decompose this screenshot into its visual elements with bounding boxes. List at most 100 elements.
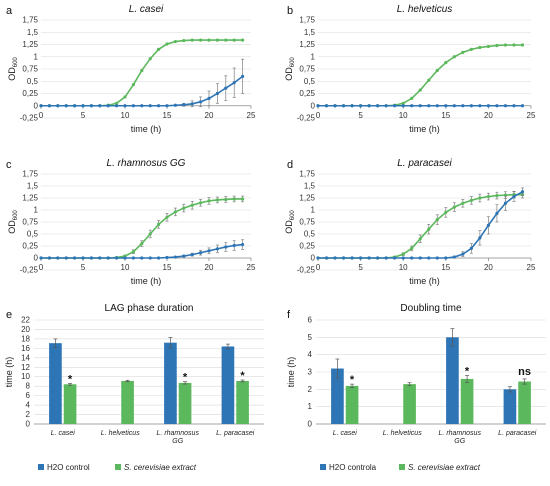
- bar-h2o: [221, 346, 235, 424]
- data-point: [393, 256, 397, 260]
- series-line-h2o: [318, 191, 523, 259]
- category-label: GG: [454, 438, 465, 445]
- y-axis-label-main: OD: [7, 67, 17, 81]
- data-point: [207, 249, 211, 253]
- bar-extract: [460, 378, 474, 424]
- y-tick-label: 0: [34, 101, 39, 110]
- x-tick-label: 25: [247, 263, 256, 272]
- y-axis-label-main: OD: [284, 220, 294, 234]
- data-point: [478, 45, 482, 50]
- series-line-extract: [318, 44, 523, 107]
- legend-label: H2O control: [47, 463, 90, 472]
- data-point: [89, 256, 93, 260]
- x-tick-label: 15: [441, 111, 450, 120]
- y-axis-label: OD600: [284, 57, 296, 81]
- y-tick-label: 2: [26, 410, 31, 419]
- data-point: [81, 256, 85, 260]
- data-point: [157, 47, 161, 52]
- data-point: [215, 38, 219, 42]
- data-point: [418, 237, 422, 241]
- data-point: [98, 104, 102, 108]
- data-point: [461, 104, 465, 108]
- y-axis-label-sub: 600: [290, 57, 296, 68]
- bar-h2o: [164, 342, 177, 424]
- y-tick-label: 6: [308, 316, 313, 325]
- legend-label: S. cerevisiae extract: [408, 463, 481, 472]
- data-point: [410, 96, 414, 100]
- x-tick-label: 25: [527, 263, 536, 272]
- data-point: [106, 104, 110, 108]
- data-point: [215, 198, 219, 202]
- data-point: [495, 104, 499, 108]
- y-tick-label: 0,25: [299, 89, 315, 98]
- x-tick-label: 0: [39, 111, 44, 120]
- data-point: [131, 83, 135, 87]
- y-tick-label: 10: [21, 372, 30, 381]
- bar-extract: [121, 380, 134, 424]
- x-tick-label: 20: [205, 263, 214, 272]
- data-point: [140, 256, 144, 260]
- data-point: [427, 227, 431, 231]
- bar-extract: [236, 380, 249, 424]
- y-tick-label: 0,75: [22, 65, 38, 74]
- data-point: [469, 47, 473, 52]
- bar-h2o: [446, 337, 459, 424]
- data-point: [418, 256, 422, 260]
- data-point: [520, 43, 525, 47]
- data-point: [410, 104, 414, 108]
- data-point: [89, 104, 93, 108]
- data-point: [452, 55, 456, 59]
- data-point: [207, 96, 211, 100]
- data-point: [199, 100, 203, 104]
- data-point: [350, 256, 354, 260]
- y-tick-label: 0,25: [299, 242, 315, 251]
- data-point: [341, 104, 346, 108]
- panel-label: d: [287, 159, 293, 171]
- data-point: [148, 57, 152, 61]
- data-point: [47, 104, 52, 108]
- data-point: [173, 103, 177, 107]
- data-point: [190, 203, 194, 207]
- data-point: [503, 201, 508, 205]
- y-tick-label: 1: [34, 206, 39, 215]
- legend-label: H2O controla: [329, 463, 377, 472]
- data-point: [418, 104, 422, 108]
- y-tick-label: 16: [21, 344, 30, 353]
- x-axis-label: time (h): [409, 276, 440, 286]
- y-tick-label: 0: [308, 420, 313, 429]
- x-tick-label: 15: [163, 111, 172, 120]
- category-label: GG: [172, 438, 183, 445]
- y-tick-label: 1,75: [22, 170, 38, 179]
- data-point: [427, 78, 431, 82]
- panel-label: e: [6, 309, 12, 321]
- y-tick-label: 18: [21, 334, 30, 343]
- data-point: [452, 205, 456, 209]
- y-tick-label: 1,5: [27, 28, 39, 37]
- data-point: [316, 104, 320, 108]
- data-point: [478, 104, 482, 108]
- data-point: [173, 255, 177, 259]
- data-point: [182, 103, 186, 107]
- y-tick-label: 1,75: [299, 170, 315, 179]
- x-tick-label: 10: [121, 263, 130, 272]
- x-axis-label: time (h): [409, 124, 440, 134]
- category-label: L. paracasei: [498, 430, 537, 437]
- data-point: [190, 38, 194, 42]
- data-point: [207, 38, 211, 42]
- category-label: L. casei: [333, 430, 358, 437]
- x-tick-label: 15: [163, 263, 172, 272]
- data-point: [232, 81, 236, 85]
- x-tick-label: 0: [39, 263, 44, 272]
- x-tick-label: 5: [81, 111, 86, 120]
- y-tick-label: 20: [21, 325, 30, 334]
- data-point: [495, 194, 499, 198]
- data-point: [478, 236, 482, 240]
- x-axis-label: time (h): [131, 124, 162, 134]
- legend-swatch-h2o: [38, 464, 44, 470]
- y-tick-label: 0,25: [22, 242, 38, 251]
- data-point: [461, 201, 465, 205]
- data-point: [367, 104, 371, 108]
- data-point: [486, 223, 490, 227]
- x-tick-label: 25: [527, 111, 536, 120]
